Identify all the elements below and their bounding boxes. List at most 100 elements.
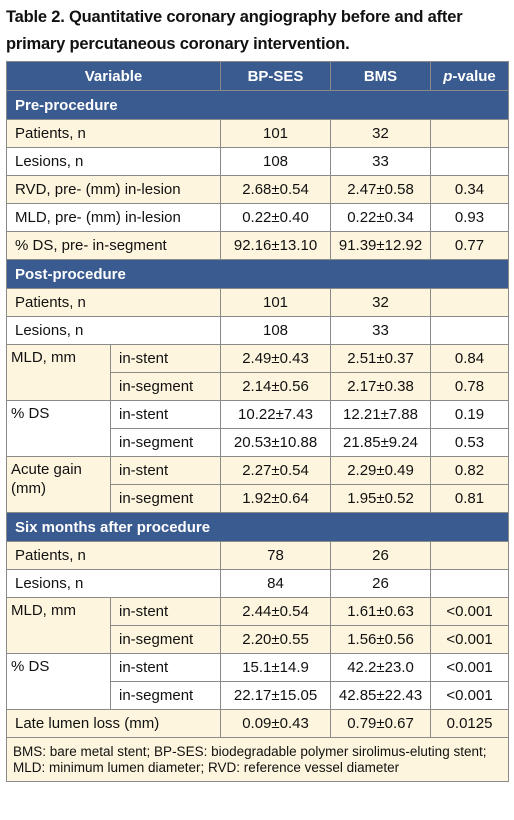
table-row: Patients, n 78 26 [5,541,510,570]
cell-bms: 0.79±0.67 [330,709,432,738]
cell-bms: 32 [330,288,432,317]
cell-bms: 32 [330,119,432,148]
table-row: Lesions, n 108 33 [5,316,510,345]
cell-bms: 2.51±0.37 [330,344,432,373]
cell-bms: 2.29±0.49 [330,456,432,485]
cell-pvalue: <0.001 [430,625,510,654]
cell-pvalue: <0.001 [430,653,510,682]
row-sublabel: in-stent [109,653,222,682]
cell-pvalue [430,147,510,176]
cell-pvalue: 0.19 [430,400,510,429]
cell-pvalue: <0.001 [430,597,510,626]
cell-pvalue: 0.82 [430,456,510,485]
row-label: RVD, pre- (mm) in-lesion [5,175,222,204]
cell-pvalue [430,541,510,570]
table-row: Late lumen loss (mm) 0.09±0.43 0.79±0.67 0.… [5,709,510,738]
cell-pvalue: 0.34 [430,175,510,204]
row-label: Late lumen loss (mm) [5,709,222,738]
header-variable: Variable [5,61,222,91]
cell-bpses: 15.1±14.9 [220,653,332,682]
table-row: MLD, pre- (mm) in-lesion 0.22±0.40 0.22±0.… [5,203,510,232]
row-label: Lesions, n [5,569,222,598]
cell-pvalue: 0.81 [430,484,510,513]
cell-bms: 1.61±0.63 [330,597,432,626]
cell-bpses: 2.49±0.43 [220,344,332,373]
cell-bpses: 0.09±0.43 [220,709,332,738]
row-sublabel: in-segment [109,625,222,654]
row-label: Lesions, n [5,316,222,345]
cell-bpses: 78 [220,541,332,570]
cell-pvalue [430,569,510,598]
row-sublabel: in-stent [109,344,222,373]
row-sublabel: in-stent [109,597,222,626]
header-pvalue: p-value [430,61,510,91]
cell-pvalue [430,288,510,317]
cell-bpses: 101 [220,119,332,148]
row-sublabel: in-stent [109,456,222,485]
header-pvalue-rest: -value [452,67,496,85]
table-row: Lesions, n 108 33 [5,147,510,176]
cell-bpses: 22.17±15.05 [220,681,332,710]
cell-bms: 26 [330,541,432,570]
qca-table: Variable BP-SES BMS p-value Pre-procedur… [5,61,510,782]
row-label: Patients, n [5,288,222,317]
section-row: Six months after procedure [5,512,510,542]
table-row: Patients, n 101 32 [5,288,510,317]
footnote-row: BMS: bare metal stent; BP-SES: biodegrad… [5,737,510,782]
row-label: Patients, n [5,541,222,570]
table-row: Acute gain (mm) in-stent 2.27±0.54 2.29±0.4… [6,456,510,513]
table-row: % DS in-stent 15.1±14.9 42.2±23.0 <0.001 [6,653,510,710]
cell-pvalue: 0.84 [430,344,510,373]
cell-pvalue [430,119,510,148]
cell-bpses: 2.27±0.54 [220,456,332,485]
table-caption: Table 2. Quantitative coronary angiograp… [6,8,463,53]
table-row: Patients, n 101 32 [5,119,510,148]
table-row: in-segment 2.20±0.55 1.56±0.56 <0.001 [7,625,510,654]
cell-bms: 1.95±0.52 [330,484,432,513]
table-row: RVD, pre- (mm) in-lesion 2.68±0.54 2.47±0.… [5,175,510,204]
table-body: Variable BP-SES BMS p-value Pre-procedur… [5,61,510,782]
cell-pvalue: <0.001 [430,681,510,710]
group-label: MLD, mm [6,344,111,401]
cell-bpses: 108 [220,316,332,345]
cell-bms: 26 [330,569,432,598]
row-label: Patients, n [5,119,222,148]
row-sublabel: in-segment [109,681,222,710]
cell-bpses: 101 [220,288,332,317]
cell-bpses: 2.68±0.54 [220,175,332,204]
cell-bpses: 0.22±0.40 [220,203,332,232]
section-row: Pre-procedure [5,90,510,120]
table-row: in-segment 2.14±0.56 2.17±0.38 0.78 [7,372,510,401]
table-row: in-segment 20.53±10.88 21.85±9.24 0.53 [7,428,510,457]
header-row: Variable BP-SES BMS p-value [5,61,510,91]
cell-bms: 33 [330,147,432,176]
table-row: % DS, pre- in-segment 92.16±13.10 91.39±12… [5,231,510,260]
group-label: MLD, mm [6,597,111,654]
row-sublabel: in-segment [109,428,222,457]
table-row: % DS in-stent 10.22±7.43 12.21±7.88 0.19 [6,400,510,457]
cell-bpses: 20.53±10.88 [220,428,332,457]
cell-bms: 33 [330,316,432,345]
table-row: MLD, mm in-stent 2.49±0.43 2.51±0.37 0.84 [6,344,510,401]
cell-bpses: 2.44±0.54 [220,597,332,626]
cell-bms: 21.85±9.24 [330,428,432,457]
group-label: Acute gain (mm) [6,456,111,513]
row-label: MLD, pre- (mm) in-lesion [5,203,222,232]
group-label: % DS [6,653,111,710]
row-sublabel: in-stent [109,400,222,429]
row-sublabel: in-segment [109,372,222,401]
cell-bpses: 2.14±0.56 [220,372,332,401]
cell-bpses: 10.22±7.43 [220,400,332,429]
cell-pvalue [430,316,510,345]
header-bpses: BP-SES [220,61,332,91]
cell-bpses: 92.16±13.10 [220,231,332,260]
table-row: in-segment 22.17±15.05 42.85±22.43 <0.001 [7,681,510,710]
cell-bms: 91.39±12.92 [330,231,432,260]
cell-pvalue: 0.93 [430,203,510,232]
row-sublabel: in-segment [109,484,222,513]
section-heading: Pre-procedure [5,90,510,120]
cell-bpses: 2.20±0.55 [220,625,332,654]
group-label: % DS [6,400,111,457]
section-row: Post-procedure [5,259,510,289]
cell-bms: 12.21±7.88 [330,400,432,429]
